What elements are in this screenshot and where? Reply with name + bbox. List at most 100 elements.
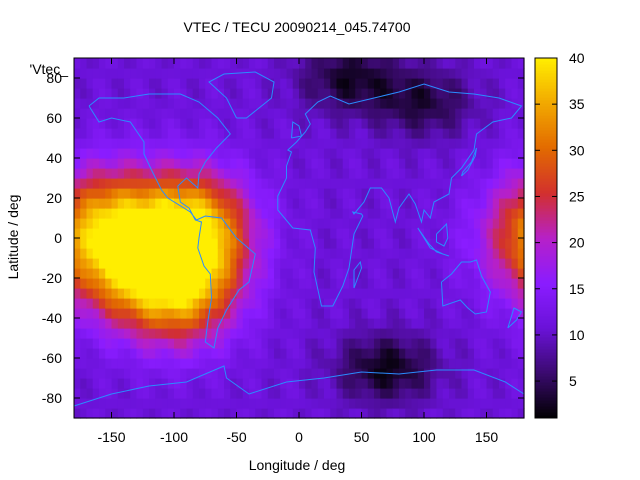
coastline (73, 365, 525, 407)
heatmap-cell (380, 58, 388, 69)
heatmap-cell (180, 98, 188, 109)
heatmap-cell (299, 98, 306, 109)
heatmap-cell (311, 218, 319, 229)
heatmap-cell (217, 298, 225, 309)
heatmap-cell (180, 118, 188, 129)
heatmap-cell (342, 338, 350, 349)
heatmap-cell (305, 298, 313, 309)
heatmap-cell (324, 278, 331, 289)
heatmap-cell (99, 318, 106, 329)
heatmap-cell (142, 78, 150, 89)
colorbar-swatch (535, 268, 557, 272)
heatmap-cell (286, 188, 294, 199)
heatmap-cell (342, 118, 350, 129)
heatmap-cell (480, 228, 488, 239)
heatmap-cell (224, 188, 231, 199)
heatmap-cell (236, 228, 244, 239)
heatmap-cell (136, 388, 144, 399)
heatmap-cell (311, 278, 319, 289)
heatmap-cell (417, 148, 425, 159)
heatmap-cell (480, 148, 488, 159)
heatmap-cell (299, 218, 306, 229)
heatmap-cell (255, 358, 263, 369)
heatmap-cell (411, 398, 419, 409)
heatmap-cell (111, 258, 119, 269)
x-tick-label: -100 (160, 429, 188, 445)
heatmap-cell (417, 308, 425, 319)
heatmap-cell (430, 408, 438, 419)
heatmap-cell (342, 268, 350, 279)
heatmap-cell (417, 88, 425, 99)
heatmap-cell (130, 178, 138, 189)
heatmap-cell (186, 268, 194, 279)
heatmap-cell (205, 338, 213, 349)
heatmap-cell (111, 188, 119, 199)
heatmap-cell (274, 168, 281, 179)
heatmap-cell (274, 98, 281, 109)
heatmap-cell (267, 168, 275, 179)
heatmap-cell (155, 118, 163, 129)
heatmap-cell (299, 288, 306, 299)
heatmap-cell (280, 188, 288, 199)
heatmap-cell (111, 308, 119, 319)
heatmap-cell (467, 288, 475, 299)
colorbar-swatch (535, 199, 557, 203)
heatmap-cell (386, 78, 394, 89)
heatmap-cell (155, 98, 163, 109)
heatmap-cell (192, 298, 200, 309)
heatmap-cell (130, 278, 138, 289)
heatmap-cell (511, 408, 519, 419)
heatmap-cell (99, 128, 106, 139)
heatmap-cell (499, 68, 506, 79)
heatmap-cell (205, 188, 213, 199)
heatmap-cell (186, 348, 194, 359)
heatmap-cell (442, 208, 450, 219)
heatmap-cell (255, 368, 263, 379)
heatmap-cell (417, 208, 425, 219)
heatmap-cell (355, 68, 363, 79)
heatmap-cell (480, 308, 488, 319)
heatmap-cell (74, 218, 81, 229)
heatmap-cell (99, 338, 106, 349)
heatmap-cell (111, 298, 119, 309)
heatmap-cell (211, 138, 219, 149)
heatmap-cell (236, 88, 244, 99)
heatmap-cell (455, 278, 463, 289)
heatmap-cell (105, 158, 113, 169)
heatmap-cell (380, 178, 388, 189)
heatmap-cell (99, 68, 106, 79)
heatmap-cell (317, 68, 325, 79)
heatmap-cell (311, 398, 319, 409)
colorbar-swatch (535, 286, 557, 290)
colorbar-swatch (535, 226, 557, 230)
heatmap-cell (130, 298, 138, 309)
heatmap-cell (124, 208, 131, 219)
heatmap-cell (86, 328, 94, 339)
heatmap-cell (374, 138, 381, 149)
heatmap-cell (136, 158, 144, 169)
heatmap-cell (511, 138, 519, 149)
heatmap-cell (230, 118, 238, 129)
heatmap-cell (436, 378, 444, 389)
heatmap-cell (449, 318, 456, 329)
heatmap-cell (274, 278, 281, 289)
heatmap-cell (192, 178, 200, 189)
heatmap-cell (511, 348, 519, 359)
heatmap-cell (174, 168, 181, 179)
heatmap-cell (292, 378, 300, 389)
heatmap-cell (349, 258, 356, 269)
heatmap-cell (380, 218, 388, 229)
colorbar-swatch (535, 181, 557, 185)
heatmap-cell (205, 118, 213, 129)
heatmap-cell (174, 238, 181, 249)
heatmap-cell (480, 338, 488, 349)
heatmap-cell (117, 238, 125, 249)
heatmap-cell (461, 408, 469, 419)
heatmap-cell (249, 398, 256, 409)
heatmap-cell (299, 398, 306, 409)
heatmap-cell (242, 348, 250, 359)
heatmap-cell (311, 128, 319, 139)
heatmap-cell (161, 98, 169, 109)
heatmap-cell (324, 248, 331, 259)
heatmap-cell (224, 328, 231, 339)
